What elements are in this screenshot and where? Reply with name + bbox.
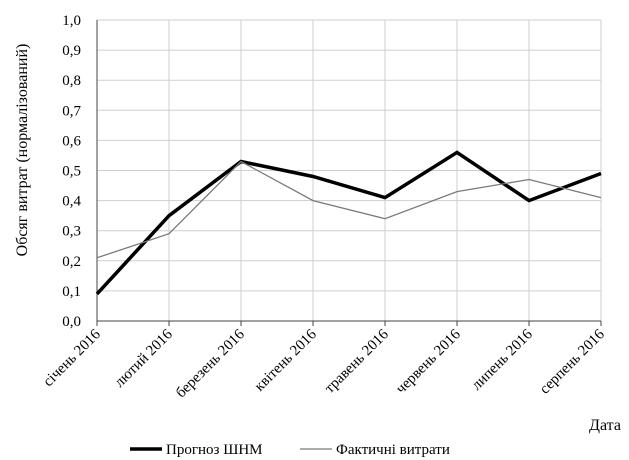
y-tick-label: 0,1 [62, 284, 81, 300]
series-line [96, 160, 602, 259]
y-tick-label: 0,8 [62, 73, 81, 89]
y-tick-label: 0,7 [62, 103, 81, 119]
gridlines [97, 19, 602, 321]
y-tick-labels: 0,0 0,1 0,2 0,3 0,4 0,5 0,6 0,7 0,8 0,9 1,0 [62, 13, 81, 330]
y-tick-label: 0,2 [62, 254, 81, 270]
y-axis-label: Обсяг витрат (нормалізований) [14, 44, 31, 257]
y-tick-label: 1,0 [62, 13, 81, 29]
series-lines [95, 150, 602, 296]
x-axis-label: Дата [589, 417, 621, 434]
x-tick-label: лютий 2016 [112, 326, 177, 391]
legend: Прогноз ШНМ Фактичні витрати [130, 442, 450, 458]
x-tick-label: червень 2016 [393, 326, 464, 397]
axes [96, 20, 602, 326]
x-tick-label: травень 2016 [322, 326, 392, 396]
y-tick-label: 0,3 [62, 224, 81, 240]
legend-label: Фактичні витрати [336, 442, 450, 458]
x-tick-label: серпень 2016 [537, 326, 608, 397]
x-tick-label: квітень 2016 [252, 326, 320, 394]
series-line [95, 150, 602, 296]
y-tick-label: 0,5 [62, 164, 81, 180]
x-tick-label: січень 2016 [40, 326, 104, 390]
x-tick-label: березень 2016 [173, 326, 248, 401]
x-tick-label: липень 2016 [469, 326, 536, 393]
y-tick-label: 0,9 [62, 43, 81, 59]
legend-label: Прогноз ШНМ [166, 442, 263, 458]
y-tick-label: 0,4 [62, 194, 81, 210]
y-tick-label: 0,6 [62, 133, 81, 149]
y-tick-label: 0,0 [62, 314, 81, 330]
